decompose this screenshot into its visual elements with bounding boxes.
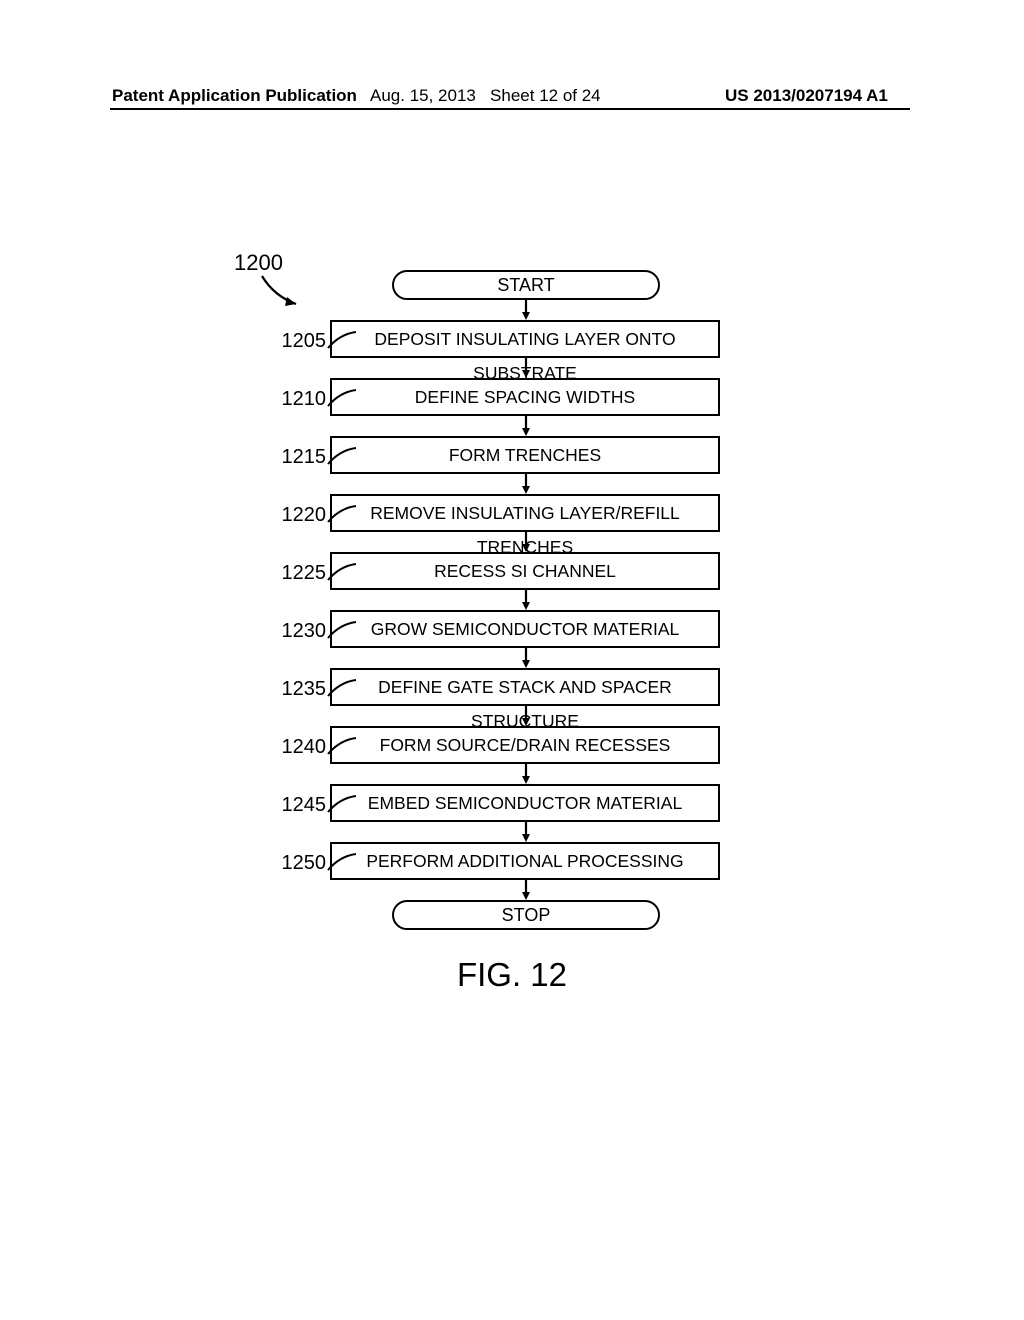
header-right: US 2013/0207194 A1 xyxy=(725,86,888,106)
arrow-down-icon xyxy=(522,300,530,322)
leader-curve-icon xyxy=(326,620,362,650)
arrow-down-icon xyxy=(522,822,530,844)
step-ref: 1215 xyxy=(278,446,326,469)
step-ref: 1230 xyxy=(278,620,326,643)
leader-curve-icon xyxy=(326,330,362,360)
arrow-down-icon xyxy=(522,880,530,902)
header-sheets: Sheet 12 of 24 xyxy=(490,86,601,105)
step-box: RECESS SI CHANNEL xyxy=(330,552,720,590)
arrow-down-icon xyxy=(522,648,530,670)
arrow-down-icon xyxy=(522,532,530,554)
figure-caption: FIG. 12 xyxy=(0,956,1024,994)
arrow-down-icon xyxy=(522,416,530,438)
leader-arrow-icon xyxy=(256,274,326,314)
page: Patent Application Publication Aug. 15, … xyxy=(0,0,1024,1320)
leader-curve-icon xyxy=(326,388,362,418)
step-box: EMBED SEMICONDUCTOR MATERIAL xyxy=(330,784,720,822)
step-ref: 1240 xyxy=(278,736,326,759)
leader-curve-icon xyxy=(326,562,362,592)
arrow-down-icon xyxy=(522,474,530,496)
step-ref: 1235 xyxy=(278,678,326,701)
step-ref: 1250 xyxy=(278,852,326,875)
leader-curve-icon xyxy=(326,504,362,534)
arrow-down-icon xyxy=(522,706,530,728)
step-box: DEFINE GATE STACK AND SPACER STRUCTURE xyxy=(330,668,720,706)
leader-curve-icon xyxy=(326,446,362,476)
step-ref: 1225 xyxy=(278,562,326,585)
arrow-down-icon xyxy=(522,590,530,612)
leader-curve-icon xyxy=(326,794,362,824)
step-box: GROW SEMICONDUCTOR MATERIAL xyxy=(330,610,720,648)
step-box: FORM TRENCHES xyxy=(330,436,720,474)
leader-curve-icon xyxy=(326,736,362,766)
header-mid: Aug. 15, 2013 Sheet 12 of 24 xyxy=(370,86,601,106)
header-date: Aug. 15, 2013 xyxy=(370,86,476,105)
arrow-down-icon xyxy=(522,358,530,380)
arrow-down-icon xyxy=(522,764,530,786)
step-ref: 1210 xyxy=(278,388,326,411)
flowchart-main-ref: 1200 xyxy=(234,250,283,276)
step-ref: 1220 xyxy=(278,504,326,527)
step-ref: 1245 xyxy=(278,794,326,817)
step-box: DEPOSIT INSULATING LAYER ONTO SUBSTRATE xyxy=(330,320,720,358)
header-left: Patent Application Publication xyxy=(112,86,357,106)
header-rule xyxy=(110,108,910,110)
terminator-stop: STOP xyxy=(392,900,660,930)
step-box: DEFINE SPACING WIDTHS xyxy=(330,378,720,416)
terminator-start: START xyxy=(392,270,660,300)
leader-curve-icon xyxy=(326,678,362,708)
step-box: FORM SOURCE/DRAIN RECESSES xyxy=(330,726,720,764)
step-box: REMOVE INSULATING LAYER/REFILL TRENCHES xyxy=(330,494,720,532)
leader-curve-icon xyxy=(326,852,362,882)
step-ref: 1205 xyxy=(278,330,326,353)
step-box: PERFORM ADDITIONAL PROCESSING xyxy=(330,842,720,880)
